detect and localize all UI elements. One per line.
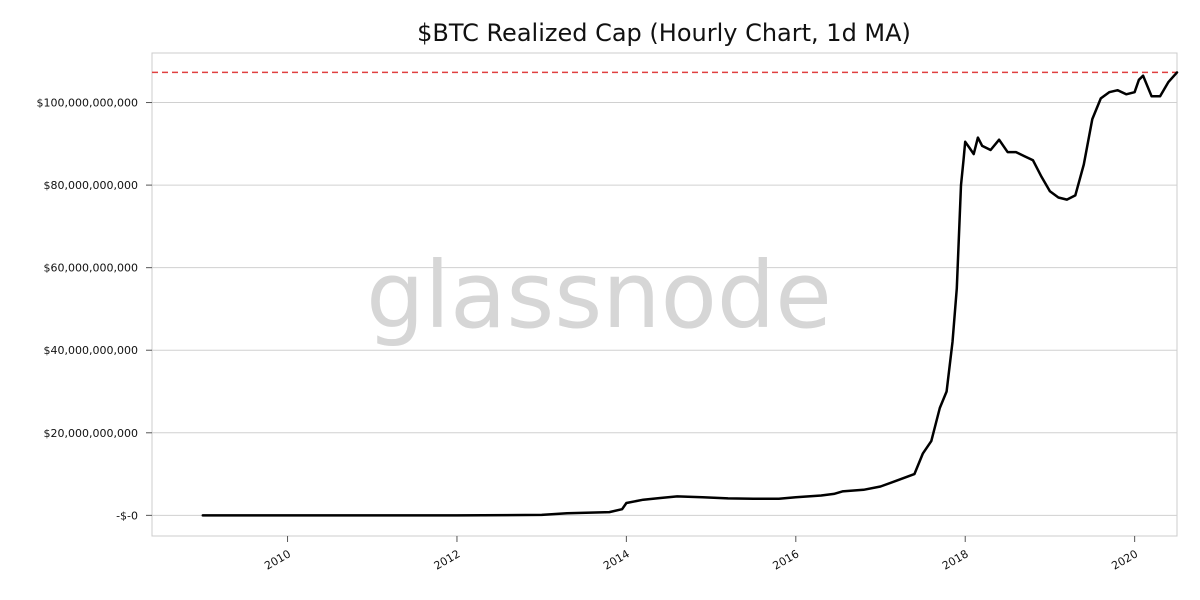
x-tick-label: 2010 bbox=[262, 547, 293, 572]
x-tick-label: 2012 bbox=[432, 547, 463, 572]
y-tick-label: -$-0 bbox=[116, 509, 138, 522]
plot-area: glassnode bbox=[151, 52, 1179, 537]
y-tick-label: $60,000,000,000 bbox=[44, 262, 138, 275]
chart-title: $BTC Realized Cap (Hourly Chart, 1d MA) bbox=[417, 19, 911, 47]
watermark-text: glassnode bbox=[366, 242, 832, 349]
x-axis: 2010 2012 2014 2016 2018 2020 bbox=[262, 536, 1140, 573]
realized-cap-line bbox=[201, 71, 1179, 517]
y-axis: -$-0 $20,000,000,000 $40,000,000,000 $60,00… bbox=[37, 97, 152, 522]
x-tick-label: 2016 bbox=[771, 547, 802, 572]
y-tick-label: $100,000,000,000 bbox=[37, 97, 138, 110]
x-tick-label: 2014 bbox=[601, 547, 632, 572]
x-tick-label: 2020 bbox=[1109, 547, 1140, 572]
y-tick-label: $20,000,000,000 bbox=[44, 427, 138, 440]
plot-frame bbox=[151, 52, 1178, 537]
x-tick-label: 2018 bbox=[940, 547, 971, 572]
y-tick-label: $80,000,000,000 bbox=[44, 179, 138, 192]
y-tick-label: $40,000,000,000 bbox=[44, 344, 138, 357]
series-group bbox=[201, 71, 1179, 517]
